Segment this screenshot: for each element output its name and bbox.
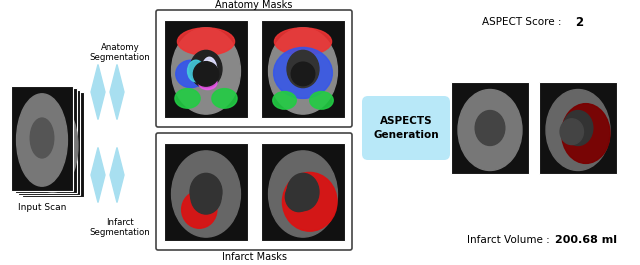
FancyBboxPatch shape bbox=[156, 10, 352, 127]
Ellipse shape bbox=[458, 90, 522, 170]
Text: Infarct Masks: Infarct Masks bbox=[221, 252, 287, 262]
Ellipse shape bbox=[212, 89, 237, 108]
Ellipse shape bbox=[282, 173, 337, 231]
Polygon shape bbox=[91, 148, 105, 202]
Text: Anatomy
Segmentation: Anatomy Segmentation bbox=[90, 43, 150, 62]
Ellipse shape bbox=[17, 94, 67, 186]
Ellipse shape bbox=[24, 98, 74, 190]
Ellipse shape bbox=[191, 180, 221, 214]
Ellipse shape bbox=[475, 111, 505, 145]
Text: Infarct
Segmentation: Infarct Segmentation bbox=[90, 218, 150, 237]
Ellipse shape bbox=[188, 60, 204, 82]
Ellipse shape bbox=[546, 90, 610, 170]
Polygon shape bbox=[110, 148, 124, 202]
Ellipse shape bbox=[172, 28, 241, 114]
Text: ASPECTS
Generation: ASPECTS Generation bbox=[373, 116, 439, 140]
Ellipse shape bbox=[560, 119, 584, 145]
FancyBboxPatch shape bbox=[261, 20, 345, 118]
Polygon shape bbox=[110, 64, 124, 120]
Ellipse shape bbox=[175, 89, 200, 108]
Ellipse shape bbox=[291, 62, 315, 86]
Ellipse shape bbox=[34, 120, 58, 160]
Ellipse shape bbox=[27, 100, 78, 192]
Text: Anatomy Masks: Anatomy Masks bbox=[215, 0, 292, 10]
Ellipse shape bbox=[172, 151, 241, 237]
Ellipse shape bbox=[205, 61, 214, 81]
Ellipse shape bbox=[285, 182, 312, 211]
FancyBboxPatch shape bbox=[156, 133, 352, 250]
Ellipse shape bbox=[190, 173, 222, 211]
Ellipse shape bbox=[41, 124, 64, 164]
FancyBboxPatch shape bbox=[164, 143, 248, 241]
Ellipse shape bbox=[563, 111, 593, 145]
Ellipse shape bbox=[190, 50, 222, 88]
Text: Infarct Volume :: Infarct Volume : bbox=[467, 235, 553, 245]
FancyBboxPatch shape bbox=[451, 82, 529, 174]
Text: ASPECT Score :: ASPECT Score : bbox=[483, 17, 565, 27]
FancyBboxPatch shape bbox=[362, 96, 450, 160]
Ellipse shape bbox=[182, 191, 217, 228]
Ellipse shape bbox=[287, 173, 319, 211]
Ellipse shape bbox=[269, 151, 337, 237]
Text: 200.68 ml: 200.68 ml bbox=[555, 235, 617, 245]
Ellipse shape bbox=[275, 28, 332, 55]
FancyBboxPatch shape bbox=[164, 20, 248, 118]
Ellipse shape bbox=[310, 91, 333, 109]
Ellipse shape bbox=[562, 104, 610, 164]
FancyBboxPatch shape bbox=[18, 90, 80, 195]
Ellipse shape bbox=[273, 91, 296, 109]
Ellipse shape bbox=[193, 62, 219, 86]
FancyBboxPatch shape bbox=[539, 82, 617, 174]
FancyBboxPatch shape bbox=[11, 86, 73, 191]
Ellipse shape bbox=[198, 76, 217, 90]
Polygon shape bbox=[91, 64, 105, 120]
Ellipse shape bbox=[202, 57, 217, 85]
Ellipse shape bbox=[30, 118, 54, 158]
FancyBboxPatch shape bbox=[15, 87, 77, 192]
Ellipse shape bbox=[287, 50, 319, 88]
Ellipse shape bbox=[37, 122, 61, 162]
Ellipse shape bbox=[269, 28, 337, 114]
Ellipse shape bbox=[20, 96, 71, 188]
Text: 2: 2 bbox=[575, 15, 583, 29]
FancyBboxPatch shape bbox=[22, 91, 83, 197]
FancyBboxPatch shape bbox=[261, 143, 345, 241]
Ellipse shape bbox=[198, 64, 207, 80]
Ellipse shape bbox=[177, 28, 235, 55]
Text: Input Scan: Input Scan bbox=[18, 202, 66, 211]
Ellipse shape bbox=[274, 47, 332, 98]
Ellipse shape bbox=[176, 60, 206, 88]
